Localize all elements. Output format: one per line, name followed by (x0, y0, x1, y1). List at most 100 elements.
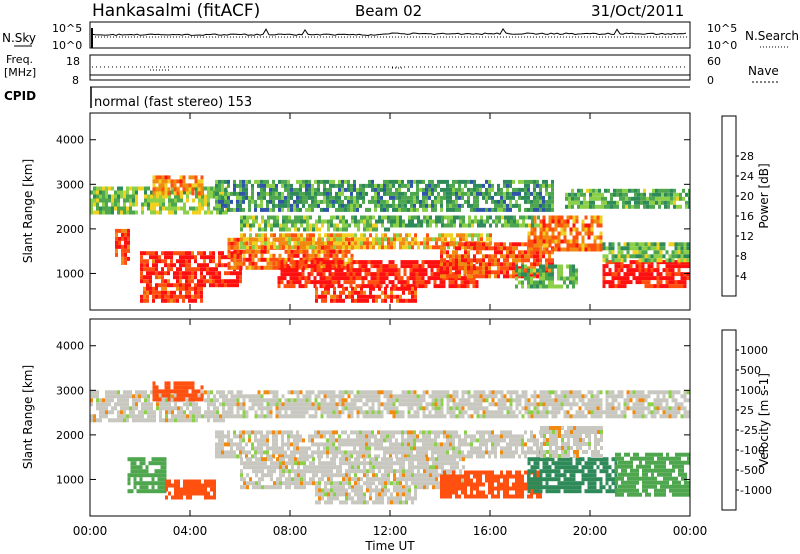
velocity-cell (227, 434, 230, 439)
velocity-cell (341, 402, 345, 407)
power-cell (489, 223, 492, 228)
power-cell (355, 284, 359, 289)
power-cell (539, 272, 542, 277)
velocity-cell (195, 414, 198, 419)
power-cell (233, 265, 237, 270)
power-cell (197, 290, 200, 295)
power-cell (482, 191, 485, 196)
power-cell (631, 188, 634, 193)
power-cell (604, 188, 607, 193)
power-cell (358, 284, 362, 289)
velocity-cell (575, 402, 579, 407)
power-cell (536, 284, 539, 289)
power-cell (459, 233, 462, 238)
velocity-cell (377, 398, 381, 403)
power-cell (602, 284, 606, 289)
velocity-cell (126, 418, 129, 423)
velocity-cell (440, 390, 444, 395)
power-cell (286, 284, 290, 289)
power-cell (267, 223, 270, 228)
velocity-cell (272, 450, 275, 455)
power-cell (227, 203, 230, 208)
power-cell (129, 202, 132, 207)
velocity-cell (90, 394, 93, 399)
velocity-cell (506, 406, 510, 411)
velocity-cell (278, 398, 282, 403)
power-cell (507, 219, 510, 224)
velocity-cell (207, 414, 210, 419)
velocity-cell (428, 414, 432, 419)
velocity-cell (296, 394, 300, 399)
power-cell (653, 276, 657, 281)
power-cell (348, 223, 351, 228)
power-cell (149, 279, 152, 284)
power-cell (449, 258, 452, 263)
power-cell (602, 254, 606, 259)
power-cell (515, 274, 518, 279)
power-cell (93, 198, 96, 203)
power-cell (299, 179, 302, 184)
velocity-cell (674, 390, 678, 395)
power-cell (362, 191, 365, 196)
power-cell (683, 264, 687, 269)
power-cell (629, 246, 633, 251)
power-cell (296, 179, 299, 184)
power-cell (284, 187, 287, 192)
power-cell (338, 195, 341, 200)
power-cell (303, 219, 306, 224)
power-cell (437, 183, 440, 188)
velocity-cell (566, 402, 570, 407)
power-cell (449, 183, 452, 188)
power-cell (93, 194, 96, 199)
power-cell (120, 210, 123, 215)
power-cell (127, 232, 130, 237)
velocity-cell (485, 398, 489, 403)
power-cell (288, 219, 291, 224)
velocity-cell (683, 394, 687, 399)
power-cell (449, 266, 452, 271)
power-cell (464, 246, 467, 251)
power-cell (216, 210, 219, 215)
power-cell (524, 276, 527, 281)
power-cell (616, 204, 619, 209)
power-cell (638, 264, 642, 269)
power-cell (414, 241, 417, 246)
power-cell (115, 252, 118, 257)
power-cell (488, 242, 491, 247)
power-cell (158, 255, 161, 260)
power-cell (305, 207, 308, 212)
power-cell (500, 262, 503, 267)
power-cell (661, 200, 664, 205)
velocity-cell (344, 390, 348, 395)
power-cell (653, 258, 657, 263)
velocity-cell (524, 402, 528, 407)
power-cell (322, 268, 326, 273)
power-cell (307, 272, 311, 277)
power-cell (266, 183, 269, 188)
power-cell (218, 279, 221, 284)
velocity-cell (222, 414, 225, 419)
power-cell (509, 191, 512, 196)
power-cell (176, 187, 180, 192)
power-cell (161, 294, 164, 299)
power-cell (489, 215, 492, 220)
power-cell (542, 247, 546, 252)
velocity-cell (656, 394, 660, 399)
power-cell (321, 298, 324, 303)
power-cell (326, 191, 329, 196)
power-cell (647, 264, 651, 269)
velocity-cell (293, 390, 297, 395)
power-cell (127, 240, 130, 245)
power-cell (317, 253, 321, 258)
power-cell (225, 206, 228, 211)
power-cell (580, 204, 583, 209)
velocity-cell (407, 398, 411, 403)
power-cell (433, 276, 437, 281)
power-cell (341, 183, 344, 188)
velocity-cell (96, 394, 99, 399)
power-cell (470, 242, 473, 247)
power-cell (191, 275, 194, 280)
velocity-cell (111, 398, 114, 403)
power-cell (341, 199, 344, 204)
power-cell (185, 263, 188, 268)
